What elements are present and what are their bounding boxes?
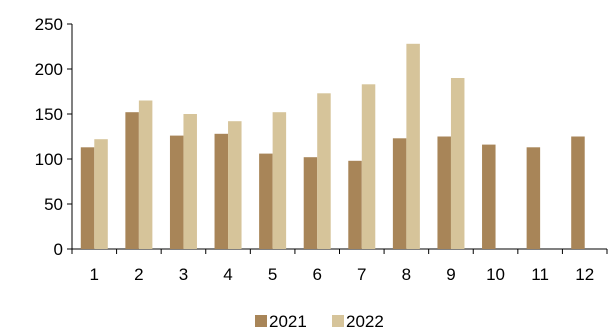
- bar: [303, 157, 318, 249]
- bar: [392, 138, 407, 249]
- x-tick-label: 8: [402, 265, 411, 284]
- bar: [317, 93, 331, 249]
- y-axis-ticks: 0 50 100 150 200 250: [35, 15, 72, 259]
- bar: [571, 136, 585, 249]
- bar: [348, 160, 362, 249]
- y-tick-label: 150: [35, 105, 63, 124]
- x-tick-label: 3: [179, 265, 188, 284]
- bar: [169, 135, 184, 249]
- bar: [272, 112, 287, 249]
- x-tick-label: 9: [446, 265, 455, 284]
- bar: [94, 139, 108, 249]
- y-tick-label: 200: [35, 60, 63, 79]
- series-2021: [80, 112, 585, 249]
- bar: [482, 144, 496, 249]
- bar: [437, 136, 451, 249]
- bar: [406, 43, 420, 249]
- bar: [450, 78, 465, 249]
- series-2022: [94, 43, 465, 249]
- bar: [228, 121, 242, 249]
- bar: [259, 153, 273, 249]
- y-tick-label: 0: [54, 240, 63, 259]
- legend-swatch: [332, 315, 344, 327]
- legend: 2021 2022: [255, 312, 384, 329]
- y-tick-label: 50: [44, 195, 63, 214]
- bar-series: [80, 43, 585, 249]
- x-tick-label: 1: [90, 265, 99, 284]
- x-axis-ticks: 1 2 3 4 5 6 7 8 9 10 11 12: [71, 249, 608, 284]
- bar: [183, 114, 197, 249]
- x-tick-label: 6: [312, 265, 321, 284]
- legend-label: 2021: [269, 312, 307, 329]
- bar: [361, 84, 376, 249]
- x-tick-label: 5: [268, 265, 277, 284]
- bar: [526, 147, 541, 249]
- legend-label: 2022: [346, 312, 384, 329]
- legend-swatch: [255, 315, 267, 327]
- bar: [80, 147, 95, 249]
- bar: [138, 100, 153, 249]
- x-tick-label: 10: [486, 265, 505, 284]
- bar: [125, 112, 139, 249]
- x-tick-label: 11: [531, 265, 549, 284]
- x-tick-label: 4: [223, 265, 232, 284]
- y-tick-label: 100: [35, 150, 63, 169]
- x-tick-label: 2: [134, 265, 143, 284]
- y-tick-label: 250: [35, 15, 63, 34]
- bar: [214, 133, 229, 249]
- x-tick-label: 12: [575, 265, 594, 284]
- x-tick-label: 7: [357, 265, 366, 284]
